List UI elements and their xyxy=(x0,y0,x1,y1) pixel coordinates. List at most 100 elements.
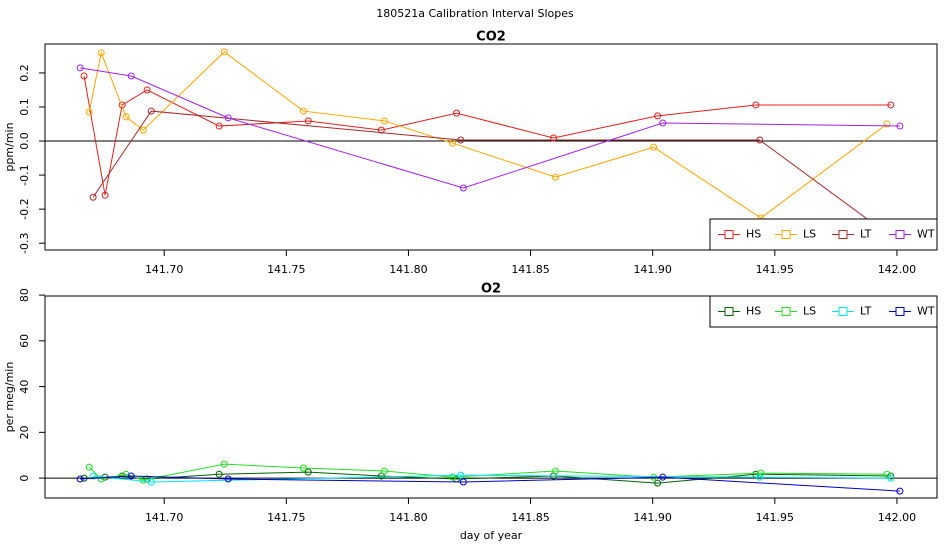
point xyxy=(459,478,467,486)
y-axis-label: ppm/min xyxy=(3,122,16,171)
legend-marker xyxy=(838,230,848,239)
plot-frame xyxy=(44,295,938,499)
point xyxy=(224,114,232,122)
x-tick-label: 142.00 xyxy=(878,511,917,524)
point xyxy=(887,101,895,109)
x-tick-label: 141.90 xyxy=(633,511,672,524)
point xyxy=(659,473,667,481)
point xyxy=(896,122,904,130)
point xyxy=(215,122,223,130)
point xyxy=(97,49,105,57)
point xyxy=(85,108,93,116)
point xyxy=(80,474,88,482)
point xyxy=(457,136,465,144)
point xyxy=(551,173,559,181)
point xyxy=(147,107,155,115)
x-tick-label: 141.95 xyxy=(756,511,795,524)
y-tick-label: 0.0 xyxy=(18,132,31,150)
x-tick-label: 141.70 xyxy=(145,511,184,524)
y-tick-label: 60 xyxy=(18,334,31,348)
point xyxy=(377,126,385,134)
point xyxy=(304,117,312,125)
legend-label: LS xyxy=(803,228,816,241)
x-tick-label: 142.00 xyxy=(878,263,917,276)
point xyxy=(550,134,558,142)
point xyxy=(299,464,307,472)
point xyxy=(381,467,389,475)
point xyxy=(139,476,147,484)
x-axis-label: day of year xyxy=(460,529,523,542)
panel-title: CO2 xyxy=(476,30,506,45)
legend-marker xyxy=(781,307,791,316)
y-axis-label: per meg/min xyxy=(3,362,16,433)
point xyxy=(883,120,891,128)
point xyxy=(215,470,223,478)
legend-label: LT xyxy=(860,228,872,241)
legend-label: WT xyxy=(917,305,935,318)
x-tick-label: 141.95 xyxy=(756,263,795,276)
point xyxy=(76,475,84,483)
point xyxy=(883,470,891,478)
y-tick-label: 20 xyxy=(18,425,31,439)
legend-label: HS xyxy=(746,305,761,318)
point xyxy=(76,64,84,72)
x-tick-label: 141.85 xyxy=(511,263,550,276)
y-tick-label: -0.1 xyxy=(18,164,31,185)
point xyxy=(887,474,895,482)
series-line xyxy=(80,67,900,189)
legend-marker xyxy=(724,230,734,239)
figure-title: 180521a Calibration Interval Slopes xyxy=(376,7,574,20)
point xyxy=(457,471,465,479)
y-tick-label: -0.2 xyxy=(18,198,31,219)
point xyxy=(756,136,764,144)
point xyxy=(377,472,385,480)
series-line xyxy=(93,474,891,483)
point xyxy=(459,184,467,192)
point xyxy=(752,101,760,109)
point xyxy=(101,191,109,199)
point xyxy=(122,113,130,121)
point xyxy=(127,472,135,480)
point xyxy=(80,72,88,80)
y-tick-label: -0.3 xyxy=(18,232,31,253)
y-tick-label: 0.1 xyxy=(18,98,31,116)
x-tick-label: 141.80 xyxy=(389,263,428,276)
point xyxy=(448,139,456,147)
point xyxy=(756,473,764,481)
point xyxy=(147,478,155,486)
point xyxy=(85,463,93,471)
legend-marker xyxy=(895,307,905,316)
point xyxy=(551,467,559,475)
legend-label: WT xyxy=(917,228,935,241)
y-tick-label: 0.2 xyxy=(18,64,31,82)
point xyxy=(381,117,389,125)
legend-label: HS xyxy=(746,228,761,241)
series-line xyxy=(83,75,891,196)
point xyxy=(299,107,307,115)
legend-marker xyxy=(838,307,848,316)
x-tick-label: 141.85 xyxy=(511,511,550,524)
x-tick-label: 141.75 xyxy=(267,511,306,524)
panel-title: O2 xyxy=(481,282,501,297)
series-line xyxy=(88,51,888,219)
point xyxy=(757,469,765,477)
point xyxy=(224,475,232,483)
point xyxy=(887,472,895,480)
point xyxy=(127,72,135,80)
legend-label: LS xyxy=(803,305,816,318)
legend-label: LT xyxy=(860,305,872,318)
series-line xyxy=(92,110,892,237)
x-tick-label: 141.80 xyxy=(389,511,428,524)
x-tick-label: 141.90 xyxy=(633,263,672,276)
point xyxy=(896,487,904,495)
point xyxy=(654,479,662,487)
point xyxy=(654,112,662,120)
legend-marker xyxy=(895,230,905,239)
point xyxy=(453,109,461,117)
point xyxy=(139,126,147,134)
point xyxy=(220,460,228,468)
x-tick-label: 141.70 xyxy=(145,263,184,276)
legend-marker xyxy=(724,307,734,316)
point xyxy=(220,48,228,56)
point xyxy=(448,473,456,481)
